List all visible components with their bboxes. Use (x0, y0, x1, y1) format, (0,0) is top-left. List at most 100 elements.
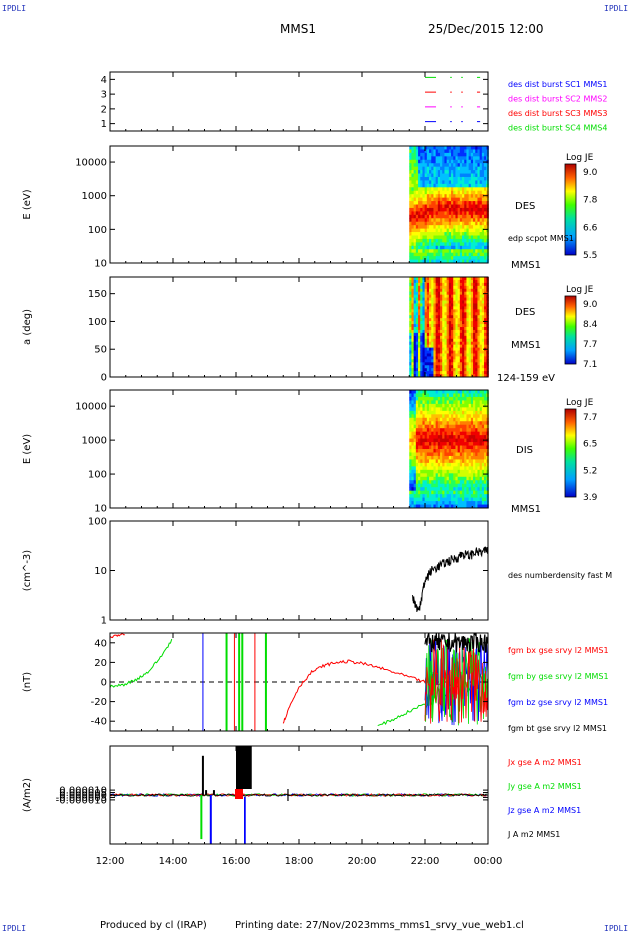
heatmap-cell (479, 431, 483, 436)
heatmap-cell (470, 146, 474, 150)
heatmap-cell (444, 197, 448, 202)
heatmap-cell (409, 365, 412, 369)
heatmap-cell (440, 207, 443, 212)
heatmap-cell (462, 421, 465, 426)
heatmap-cell (462, 214, 465, 219)
heatmap-cell (470, 449, 474, 453)
heatmap-cell (464, 374, 467, 378)
heatmap-cell (473, 163, 476, 168)
heatmap-cell (435, 480, 439, 485)
heatmap-cell (433, 252, 437, 257)
heatmap-cell (429, 221, 432, 226)
heatmap-cell (431, 487, 434, 492)
heatmap-cell (470, 180, 474, 185)
heatmap-cell (470, 294, 474, 298)
heatmap-cell (409, 480, 412, 485)
heatmap-cell (455, 149, 459, 154)
heatmap-cell (446, 204, 450, 209)
heatmap-cell (435, 190, 439, 195)
heatmap-cell (453, 438, 456, 443)
heatmap-cell (451, 356, 454, 360)
heatmap-cell (459, 201, 463, 205)
heatmap-cell (470, 455, 474, 460)
heatmap-cell (464, 449, 467, 453)
heatmap-cell (444, 359, 448, 363)
heatmap-cell (422, 149, 426, 154)
heatmap-cell (453, 353, 456, 357)
heatmap-cell (409, 159, 412, 164)
heatmap-cell (409, 469, 412, 474)
heatmap-cell (466, 252, 470, 257)
heatmap-cell (451, 183, 454, 188)
heatmap-cell (433, 173, 437, 178)
heatmap-cell (466, 232, 470, 236)
heatmap-cell (484, 245, 487, 250)
heatmap-cell (462, 487, 465, 492)
panel-label: DES (515, 201, 535, 212)
heatmap-cell (415, 350, 419, 354)
heatmap-cell (437, 393, 441, 398)
heatmap-cell (455, 435, 459, 439)
heatmap-cell (446, 332, 450, 337)
heatmap-cell (446, 359, 450, 363)
heatmap-cell (409, 218, 412, 223)
heatmap-cell (484, 417, 487, 422)
heatmap-cell (411, 455, 415, 460)
heatmap-cell (484, 288, 487, 293)
heatmap-cell (475, 235, 478, 240)
heatmap-cell (424, 459, 428, 464)
heatmap-cell (413, 249, 417, 254)
heatmap-cell (481, 445, 485, 450)
heatmap-cell (459, 350, 463, 354)
heatmap-cell (457, 249, 461, 254)
heatmap-cell (479, 487, 483, 492)
heatmap-cell (444, 225, 448, 229)
heatmap-cell (484, 256, 487, 260)
heatmap-cell (475, 462, 478, 467)
heatmap-cell (484, 356, 487, 360)
heatmap-cell (422, 324, 426, 328)
heatmap-cell (424, 396, 428, 401)
heatmap-cell (420, 294, 423, 298)
heatmap-cell (446, 197, 450, 202)
heatmap-cell (455, 501, 459, 505)
heatmap-cell (429, 332, 432, 337)
heatmap-cell (442, 335, 445, 340)
heatmap-cell (475, 190, 478, 195)
heatmap-cell (466, 469, 470, 474)
heatmap-cell (477, 494, 481, 498)
heatmap-cell (462, 359, 465, 363)
heatmap-cell (440, 403, 443, 408)
heatmap-cell (459, 368, 463, 372)
heatmap-cell (462, 207, 465, 212)
heatmap-cell (457, 449, 461, 453)
heatmap-cell (429, 476, 432, 481)
heatmap-cell (475, 187, 478, 192)
heatmap-cell (462, 390, 465, 394)
heatmap-cell (466, 156, 470, 161)
heatmap-cell (409, 309, 412, 313)
heatmap-cell (426, 252, 430, 257)
heatmap-cell (466, 297, 470, 301)
colorbar-tick-label: 8.4 (583, 320, 598, 330)
heatmap-cell (459, 232, 463, 236)
heatmap-cell (444, 329, 448, 334)
heatmap-cell (455, 252, 459, 257)
heatmap-cell (453, 466, 456, 471)
heatmap-cell (437, 501, 441, 505)
heatmap-cell (420, 221, 423, 226)
heatmap-cell (413, 312, 417, 316)
heatmap-cell (462, 483, 465, 488)
heatmap-cell (477, 403, 481, 408)
heatmap-cell (429, 214, 432, 219)
heatmap-cell (481, 201, 485, 205)
heatmap-cell (455, 371, 459, 375)
heatmap-cell (418, 483, 421, 488)
heatmap-cell (477, 449, 481, 453)
heatmap-cell (442, 400, 445, 405)
heatmap-cell (455, 197, 459, 202)
heatmap-cell (451, 159, 454, 164)
heatmap-cell (457, 183, 461, 188)
heatmap-cell (437, 256, 441, 260)
heatmap-cell (462, 159, 465, 164)
